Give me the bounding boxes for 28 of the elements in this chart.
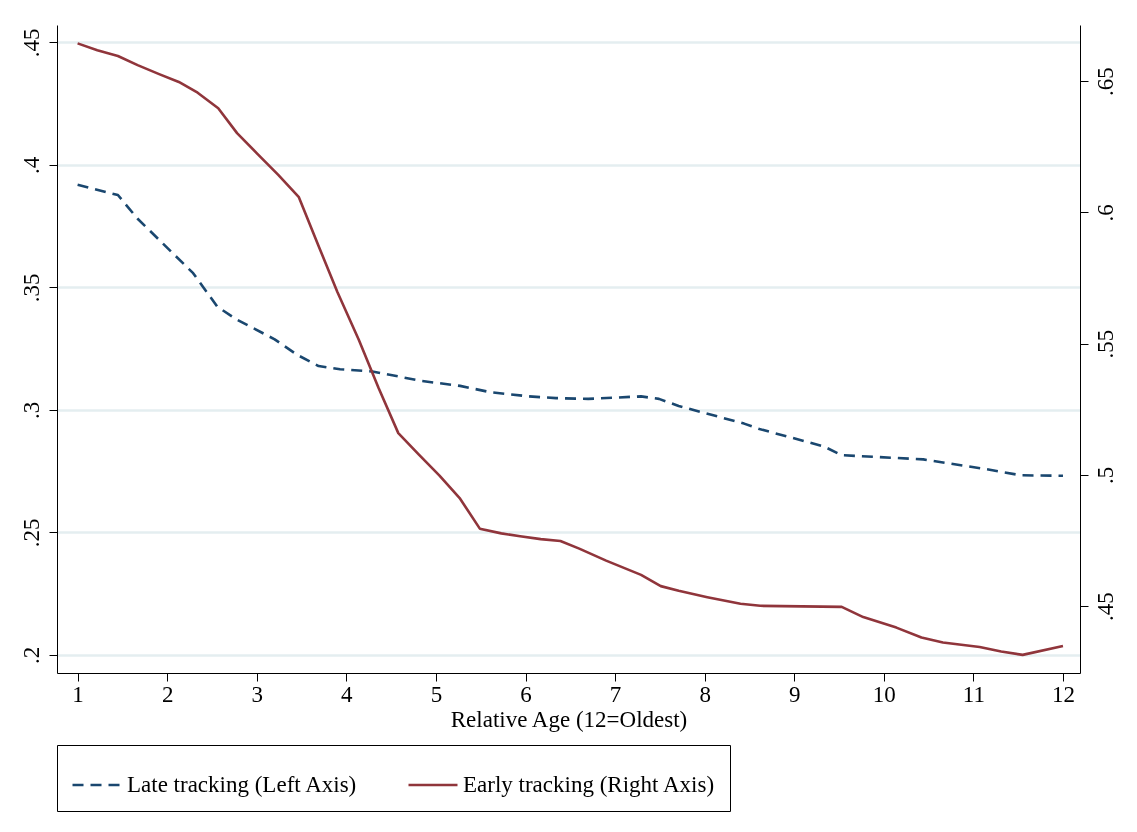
x-tick-label: 5: [430, 681, 443, 707]
x-tick-label: 11: [962, 681, 985, 707]
x-axis-title: Relative Age (12=Oldest): [450, 706, 688, 732]
x-tick-label: 7: [609, 681, 622, 707]
x-tick-label: 9: [788, 681, 801, 707]
x-tick-label: 10: [872, 681, 896, 707]
y2-tick-label: .55: [1092, 329, 1118, 359]
y-tick-label: .3: [18, 401, 44, 420]
x-tick-label: 8: [699, 681, 711, 707]
line-series: [76, 42, 1065, 657]
y-tick-label: .2: [18, 646, 44, 664]
x-tick-label: 2: [161, 681, 174, 707]
y-tick-label: .25: [18, 518, 44, 548]
legend-label: Early tracking (Right Axis): [463, 772, 715, 797]
y2-tick-label: .6: [1092, 204, 1118, 222]
x-tick-label: 4: [341, 681, 354, 707]
y2-tick-label: .65: [1092, 67, 1118, 97]
y-tick-label: .35: [18, 273, 44, 303]
x-tick-label: 12: [1051, 681, 1075, 707]
y2-tick-label: .5: [1092, 466, 1118, 484]
legend-label: Late tracking (Left Axis): [127, 772, 357, 797]
x-tick-label: 1: [72, 681, 84, 707]
x-tick-label: 6: [520, 681, 532, 707]
y-tick-label: .4: [18, 156, 44, 175]
x-tick-label: 3: [251, 681, 264, 707]
line-series: [76, 183, 1065, 478]
y2-tick-label: .45: [1092, 592, 1118, 621]
y-tick-label: .45: [18, 28, 44, 58]
